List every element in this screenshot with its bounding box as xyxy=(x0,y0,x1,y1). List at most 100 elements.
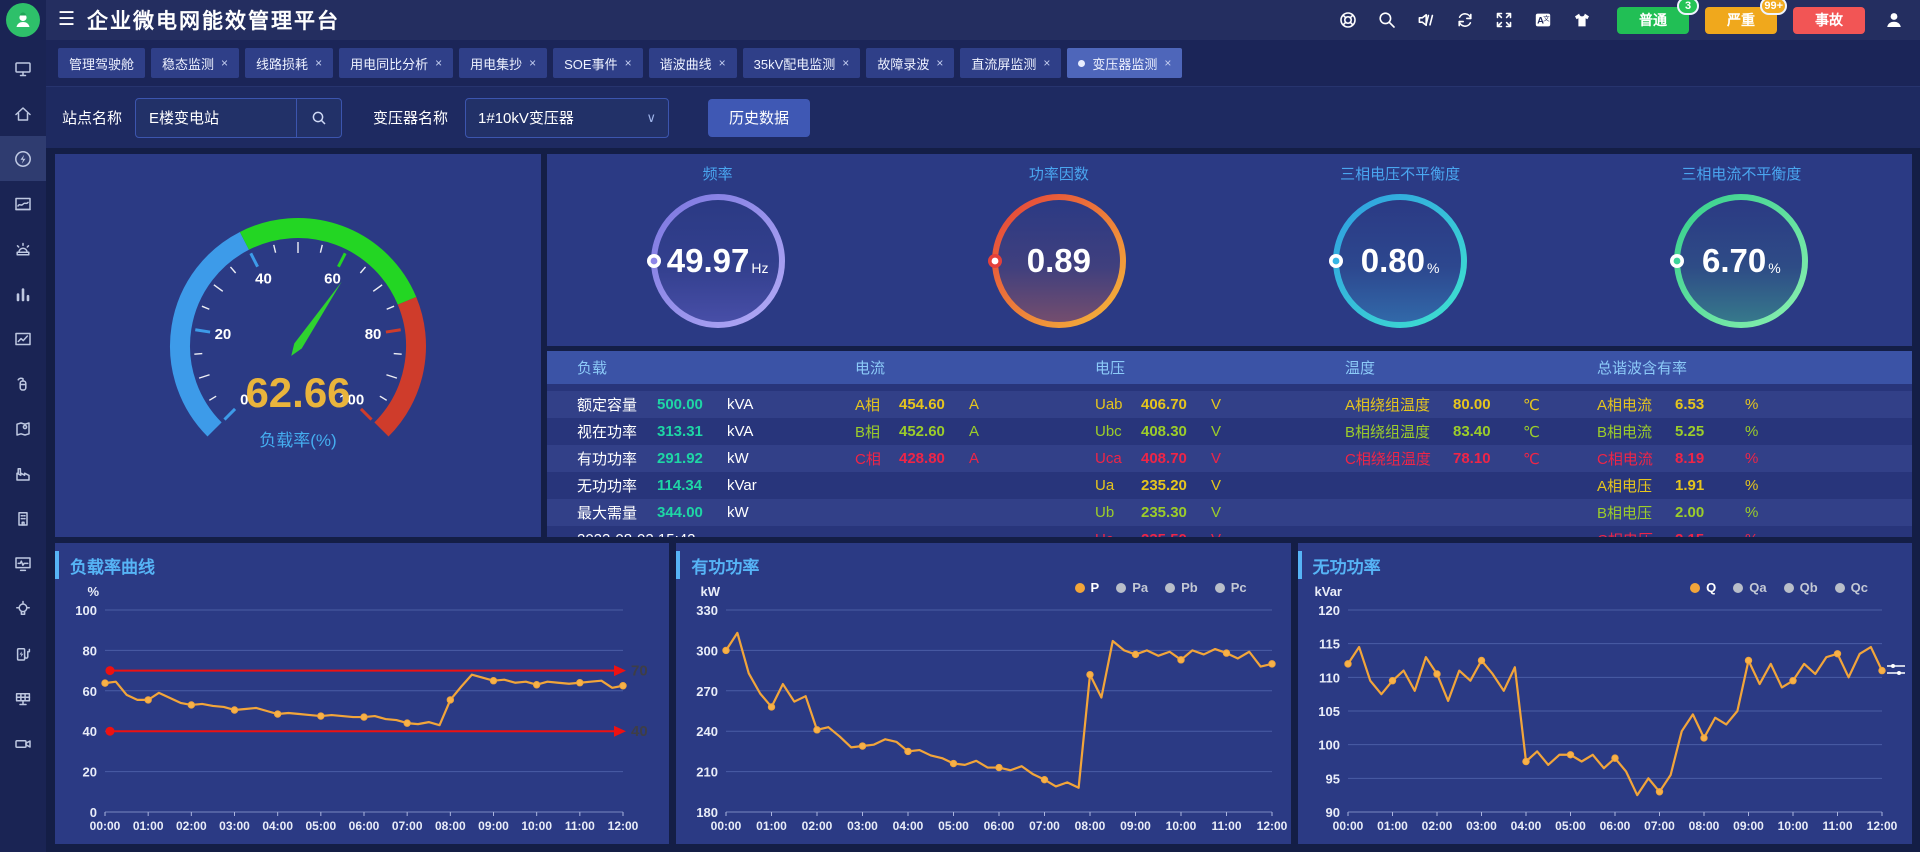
avatar[interactable] xyxy=(6,3,40,37)
svg-text:100: 100 xyxy=(1318,738,1340,753)
table-column-总谐波含有率: A相电流 6.53% B相电流 5.25% C相电流 8.19% A相电压 1.91% B相电压… xyxy=(1597,391,1912,537)
tab-用电集抄[interactable]: 用电集抄 × xyxy=(459,48,548,78)
chart-title-row: 有功功率 xyxy=(676,543,1290,582)
legend-item-Q[interactable]: Q xyxy=(1690,580,1716,595)
svg-text:80: 80 xyxy=(83,643,97,658)
tab-稳态监测[interactable]: 稳态监测 × xyxy=(151,48,240,78)
legend-item-Pa[interactable]: Pa xyxy=(1116,580,1148,595)
tab-谐波曲线[interactable]: 谐波曲线 × xyxy=(648,48,737,78)
tab-close-icon[interactable]: × xyxy=(842,56,850,70)
tab-变压器监测[interactable]: 变压器监测 × xyxy=(1067,48,1183,78)
video-camera-icon xyxy=(15,739,31,748)
sidebar-item-screen-monitor[interactable] xyxy=(0,46,46,91)
tab-35kV配电监测[interactable]: 35kV配电监测 × xyxy=(742,48,861,78)
tab-close-icon[interactable]: × xyxy=(936,56,944,70)
svg-text:100: 100 xyxy=(75,603,97,618)
ring-title: 三相电流不平衡度 xyxy=(1681,166,1802,183)
map-location-icon xyxy=(16,421,30,436)
search-icon[interactable] xyxy=(1377,10,1397,30)
row-unit: % xyxy=(1745,396,1759,413)
sidebar-item-fire-extinguisher[interactable] xyxy=(0,361,46,406)
svg-text:01:00: 01:00 xyxy=(1377,819,1408,833)
sidebar-item-bar-chart[interactable] xyxy=(0,271,46,316)
svg-text:05:00: 05:00 xyxy=(305,819,336,833)
sidebar-item-building[interactable] xyxy=(0,496,46,541)
svg-text:240: 240 xyxy=(697,724,719,739)
transformer-select[interactable]: 1#10kV变压器 ∨ xyxy=(465,97,670,138)
bar-chart-icon xyxy=(16,287,30,301)
right-column: 频率 49.97 Hz 功率因数 0.89 三相电压不平衡度 0.80% 三相电流不平衡度 6.… xyxy=(547,154,1912,537)
sidebar-item-alarm-siren[interactable] xyxy=(0,226,46,271)
table-row: Ub 235.30 V xyxy=(1095,499,1345,526)
tab-label: 线路损耗 xyxy=(256,56,309,72)
tab-close-icon[interactable]: × xyxy=(1043,56,1051,70)
svg-text:kW: kW xyxy=(701,584,721,599)
row-value: 500.00 xyxy=(657,396,703,413)
tab-故障录波[interactable]: 故障录波 × xyxy=(866,48,955,78)
row-value: 1.91 xyxy=(1675,477,1705,494)
tab-用电同比分析[interactable]: 用电同比分析 × xyxy=(339,48,454,78)
search-button[interactable] xyxy=(296,98,341,137)
sidebar-item-solar-panel[interactable] xyxy=(0,676,46,721)
site-name-input[interactable]: E楼变电站 xyxy=(135,97,343,138)
sidebar-item-factory[interactable] xyxy=(0,451,46,496)
tab-close-icon[interactable]: × xyxy=(718,56,726,70)
tab-close-icon[interactable]: × xyxy=(435,56,443,70)
load-rate-value: 62.66 xyxy=(245,369,350,416)
tab-close-icon[interactable]: × xyxy=(624,56,632,70)
tab-close-icon[interactable]: × xyxy=(221,56,229,70)
sidebar-item-bulb[interactable] xyxy=(0,586,46,631)
table-column-电流: A相 454.60 A B相 452.60 A C相 428.80 A xyxy=(855,391,1095,537)
tab-label: 管理驾驶舱 xyxy=(69,56,135,72)
user-icon[interactable] xyxy=(1884,10,1904,30)
refresh-icon[interactable] xyxy=(1455,10,1475,30)
legend-item-Pb[interactable]: Pb xyxy=(1165,580,1198,595)
sidebar-item-ev-charger[interactable] xyxy=(0,631,46,676)
tab-SOE事件[interactable]: SOE事件 × xyxy=(553,48,643,78)
legend-item-Qb[interactable]: Qb xyxy=(1783,580,1818,595)
table-row: Ubc 408.30 V xyxy=(1095,418,1345,445)
row-value: 408.30 xyxy=(1141,423,1187,440)
tab-线路损耗[interactable]: 线路损耗 × xyxy=(245,48,334,78)
legend-label: Q xyxy=(1706,580,1717,595)
legend-item-Qa[interactable]: Qa xyxy=(1733,580,1767,595)
theme-shirt-icon[interactable] xyxy=(1572,10,1592,30)
legend-item-Pc[interactable]: Pc xyxy=(1214,580,1247,595)
tab-close-icon[interactable]: × xyxy=(529,56,537,70)
sidebar-item-video-camera[interactable] xyxy=(0,721,46,766)
tab-管理驾驶舱[interactable]: 管理驾驶舱 xyxy=(58,48,146,78)
tab-直流屏监测[interactable]: 直流屏监测 × xyxy=(960,48,1062,78)
svg-text:07:00: 07:00 xyxy=(1644,819,1675,833)
tab-close-icon[interactable]: × xyxy=(315,56,323,70)
svg-text:08:00: 08:00 xyxy=(435,819,466,833)
fullscreen-icon[interactable] xyxy=(1494,10,1514,30)
headset-help-icon[interactable] xyxy=(1338,10,1358,30)
row-label: C相电压 xyxy=(1597,529,1663,537)
table-row: B相电压 2.00% xyxy=(1597,499,1912,526)
row-label: B相绕组温度 xyxy=(1345,424,1431,441)
sidebar-item-report-wave[interactable] xyxy=(0,181,46,226)
svg-text:270: 270 xyxy=(697,684,719,699)
alarm-button-严重[interactable]: 严重 99+ xyxy=(1705,0,1787,34)
legend-item-Qc[interactable]: Qc xyxy=(1834,580,1868,595)
tab-label: 直流屏监测 xyxy=(971,56,1037,72)
sidebar-item-home[interactable] xyxy=(0,91,46,136)
alarm-button-普通[interactable]: 普通 3 xyxy=(1617,0,1699,34)
sidebar-item-map-location[interactable] xyxy=(0,406,46,451)
history-data-button[interactable]: 历史数据 xyxy=(708,98,811,137)
alarm-button-事故[interactable]: 事故 xyxy=(1793,6,1865,34)
svg-text:90: 90 xyxy=(1325,805,1339,820)
chart-toolbox-icon[interactable] xyxy=(1885,661,1907,684)
legend-item-P[interactable]: P xyxy=(1074,580,1099,595)
row-value: 80.00 xyxy=(1453,396,1491,413)
sidebar-item-trend-chart[interactable] xyxy=(0,316,46,361)
sidebar-item-energy-bolt[interactable] xyxy=(0,136,46,181)
table-header-row: 负载 电流 电压 温度 总谐波含有率 xyxy=(547,351,1912,384)
tab-close-icon[interactable]: × xyxy=(1164,56,1172,70)
table-timestamp: 2022-08-02 15:42 xyxy=(577,526,855,537)
menu-icon[interactable]: ☰ xyxy=(58,8,76,30)
sound-muted-icon[interactable] xyxy=(1416,10,1436,30)
sidebar-item-screen-pulse[interactable] xyxy=(0,541,46,586)
